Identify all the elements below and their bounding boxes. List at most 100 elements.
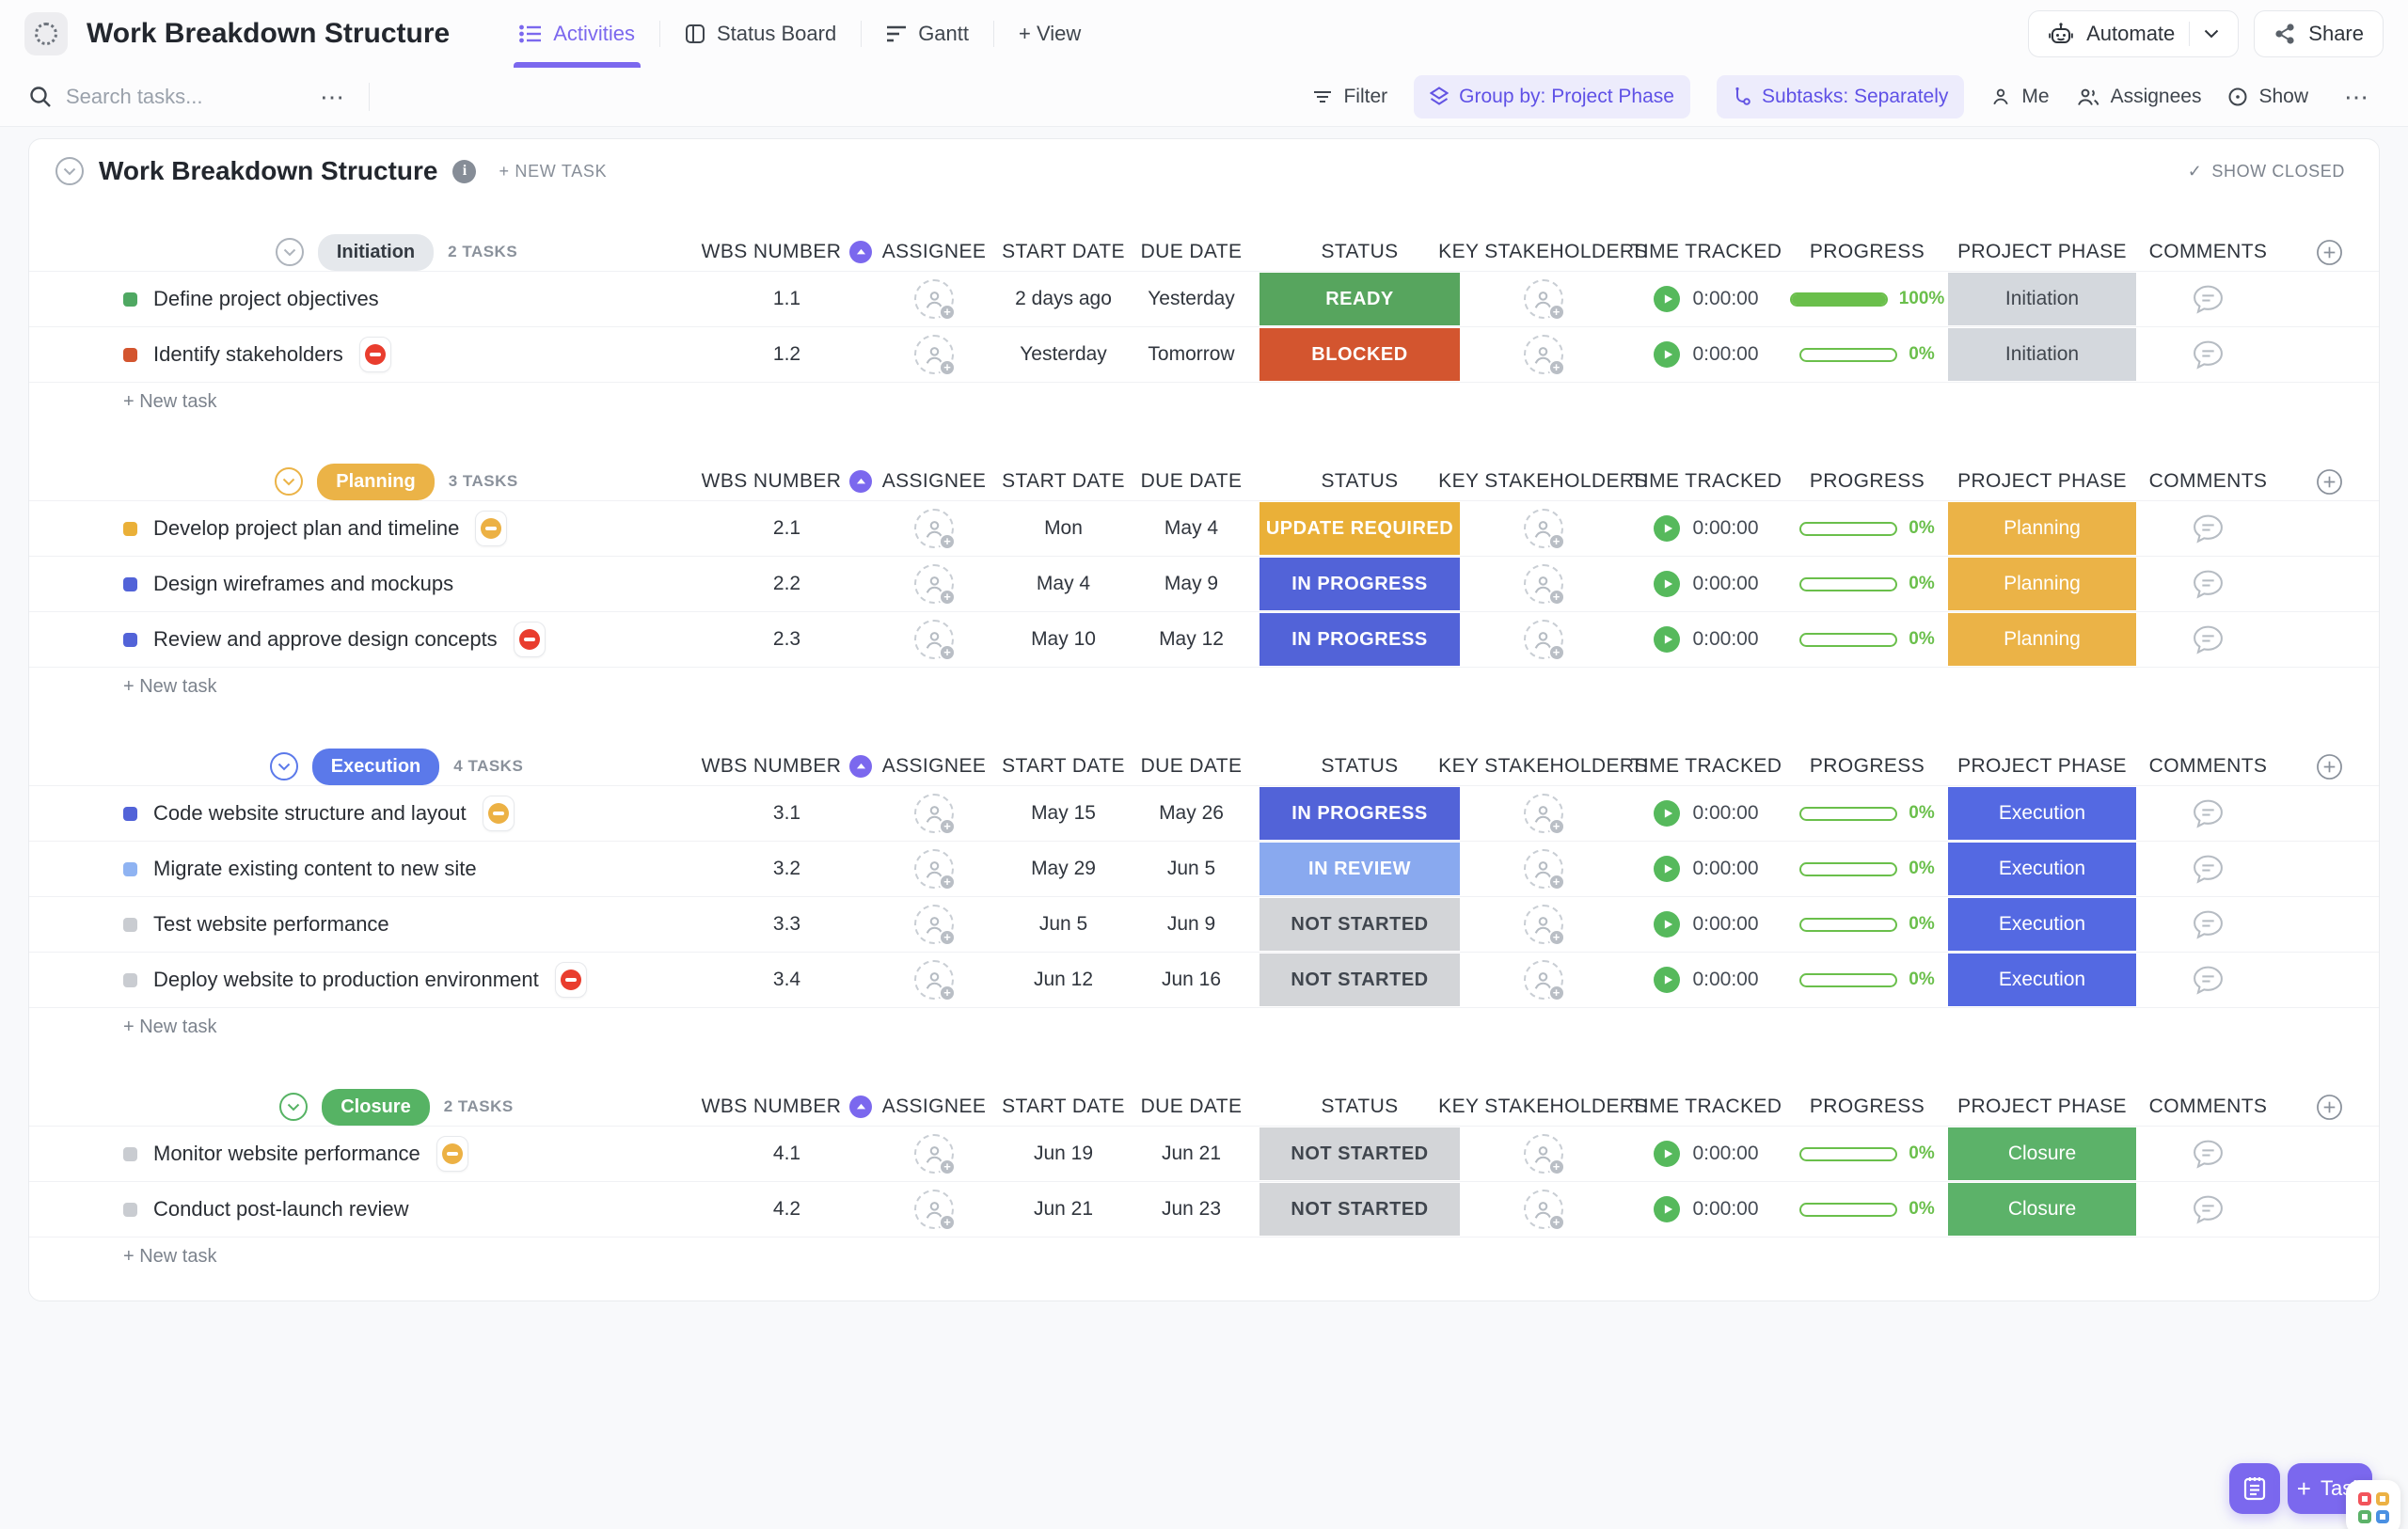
start-date[interactable]: May 10 [1031,628,1096,650]
column-header-status[interactable]: STATUS [1321,755,1399,777]
add-assignee-button[interactable]: + [914,279,956,321]
task-row[interactable]: Identify stakeholders 1.2 + Yesterday To… [29,326,2379,382]
start-date[interactable]: 2 days ago [1015,288,1112,309]
task-name[interactable]: Identify stakeholders [153,342,343,366]
column-header-start-date[interactable]: START DATE [1002,241,1125,262]
tab-gantt[interactable]: Gantt [862,0,993,68]
start-date[interactable]: Jun 5 [1038,913,1088,935]
comment-icon[interactable] [2192,909,2225,940]
new-task-row-button[interactable]: + New task [29,1237,2379,1276]
task-status-square[interactable] [123,806,137,821]
column-header-project-phase[interactable]: PROJECT PHASE [1957,1096,2127,1117]
project-phase-cell[interactable]: Planning [1948,558,2136,610]
sort-ascending-badge[interactable] [849,470,873,493]
comment-icon[interactable] [2192,798,2225,829]
task-row[interactable]: Test website performance 3.3 + Jun 5 Jun… [29,896,2379,952]
play-icon[interactable] [1654,911,1681,938]
time-tracked-cell[interactable]: 0:00:00 [1626,501,1786,556]
add-view-button[interactable]: + View [994,0,1105,68]
task-row[interactable]: Deploy website to production environment… [29,952,2379,1007]
info-icon[interactable]: i [452,159,477,183]
group-name-badge[interactable]: Initiation [317,233,435,271]
status-cell[interactable]: BLOCKED [1259,328,1460,381]
task-name[interactable]: Design wireframes and mockups [153,572,454,595]
column-header-assignee[interactable]: ASSIGNEE [881,755,987,777]
column-header-wbs-number[interactable]: WBS NUMBER [702,755,873,778]
task-row[interactable]: Conduct post-launch review 4.2 + Jun 21 … [29,1181,2379,1237]
add-column-button[interactable] [2316,468,2343,496]
task-row[interactable]: Define project objectives 1.1 + 2 days a… [29,271,2379,326]
column-header-progress[interactable]: PROGRESS [1809,241,1925,262]
status-cell[interactable]: NOT STARTED [1259,898,1460,951]
group-collapse-chevron[interactable] [279,1093,309,1121]
project-phase-cell[interactable]: Execution [1948,787,2136,840]
status-cell[interactable]: IN PROGRESS [1259,613,1460,666]
add-assignee-button[interactable]: + [914,509,956,550]
play-icon[interactable] [1654,967,1681,993]
column-header-time-tracked[interactable]: TIME TRACKED [1630,470,1782,492]
start-date[interactable]: Mon [1044,517,1083,539]
column-header-assignee[interactable]: ASSIGNEE [881,241,987,262]
task-name[interactable]: Define project objectives [153,287,379,310]
column-header-start-date[interactable]: START DATE [1002,1096,1125,1117]
task-name[interactable]: Monitor website performance [153,1142,420,1165]
project-phase-cell[interactable]: Initiation [1948,273,2136,325]
task-name[interactable]: Test website performance [153,912,389,936]
column-header-wbs-number[interactable]: WBS NUMBER [702,470,873,493]
add-assignee-button[interactable]: + [914,849,956,891]
add-assignee-button[interactable]: + [914,620,956,661]
group-name-badge[interactable]: Closure [322,1088,430,1126]
add-assignee-button[interactable]: + [914,905,956,946]
space-avatar[interactable] [24,12,68,55]
play-icon[interactable] [1654,1141,1681,1167]
group-name-badge[interactable]: Execution [311,748,440,785]
add-stakeholder-button[interactable]: + [1523,905,1565,946]
tab-activities[interactable]: Activities [495,0,659,68]
add-assignee-button[interactable]: + [914,564,956,606]
task-status-square[interactable] [123,632,137,647]
share-button[interactable]: Share [2254,10,2384,57]
time-tracked-cell[interactable]: 0:00:00 [1626,612,1786,667]
group-name-badge[interactable]: Planning [317,463,435,500]
project-phase-cell[interactable]: Planning [1948,613,2136,666]
project-phase-cell[interactable]: Closure [1948,1127,2136,1180]
sort-ascending-badge[interactable] [849,755,873,778]
column-header-project-phase[interactable]: PROJECT PHASE [1957,755,2127,777]
column-header-status[interactable]: STATUS [1321,1096,1399,1117]
column-header-key-stakeholders[interactable]: KEY STAKEHOLDERS [1438,755,1648,777]
add-stakeholder-button[interactable]: + [1523,849,1565,891]
column-header-time-tracked[interactable]: TIME TRACKED [1630,755,1782,777]
group-collapse-chevron[interactable] [275,467,304,496]
time-tracked-cell[interactable]: 0:00:00 [1626,842,1786,896]
add-assignee-button[interactable]: + [914,960,956,1001]
comment-icon[interactable] [2192,1139,2225,1170]
play-icon[interactable] [1654,800,1681,827]
due-date[interactable]: May 4 [1164,517,1219,539]
show-button[interactable]: Show [2227,86,2308,108]
task-status-square[interactable] [123,1146,137,1161]
time-tracked-cell[interactable]: 0:00:00 [1626,272,1786,326]
time-tracked-cell[interactable]: 0:00:00 [1626,786,1786,841]
column-header-status[interactable]: STATUS [1321,241,1399,262]
due-date[interactable]: Jun 21 [1161,1143,1222,1164]
start-date[interactable]: May 29 [1031,858,1096,879]
collapse-list-chevron[interactable] [55,157,84,185]
search-more-button[interactable]: ⋯ [320,83,346,111]
add-stakeholder-button[interactable]: + [1523,620,1565,661]
column-header-progress[interactable]: PROGRESS [1809,470,1925,492]
task-name[interactable]: Review and approve design concepts [153,627,498,651]
column-header-progress[interactable]: PROGRESS [1809,755,1925,777]
due-date[interactable]: Jun 16 [1161,969,1222,990]
play-icon[interactable] [1654,515,1681,542]
column-header-status[interactable]: STATUS [1321,470,1399,492]
column-header-start-date[interactable]: START DATE [1002,470,1125,492]
comment-icon[interactable] [2192,624,2225,655]
add-assignee-button[interactable]: + [914,335,956,376]
time-tracked-cell[interactable]: 0:00:00 [1626,897,1786,952]
group-by-pill[interactable]: Group by: Project Phase [1414,75,1690,118]
task-status-square[interactable] [123,576,137,591]
show-closed-button[interactable]: ✓ SHOW CLOSED [2188,162,2345,181]
status-cell[interactable]: NOT STARTED [1259,1183,1460,1236]
add-stakeholder-button[interactable]: + [1523,335,1565,376]
project-phase-cell[interactable]: Execution [1948,898,2136,951]
